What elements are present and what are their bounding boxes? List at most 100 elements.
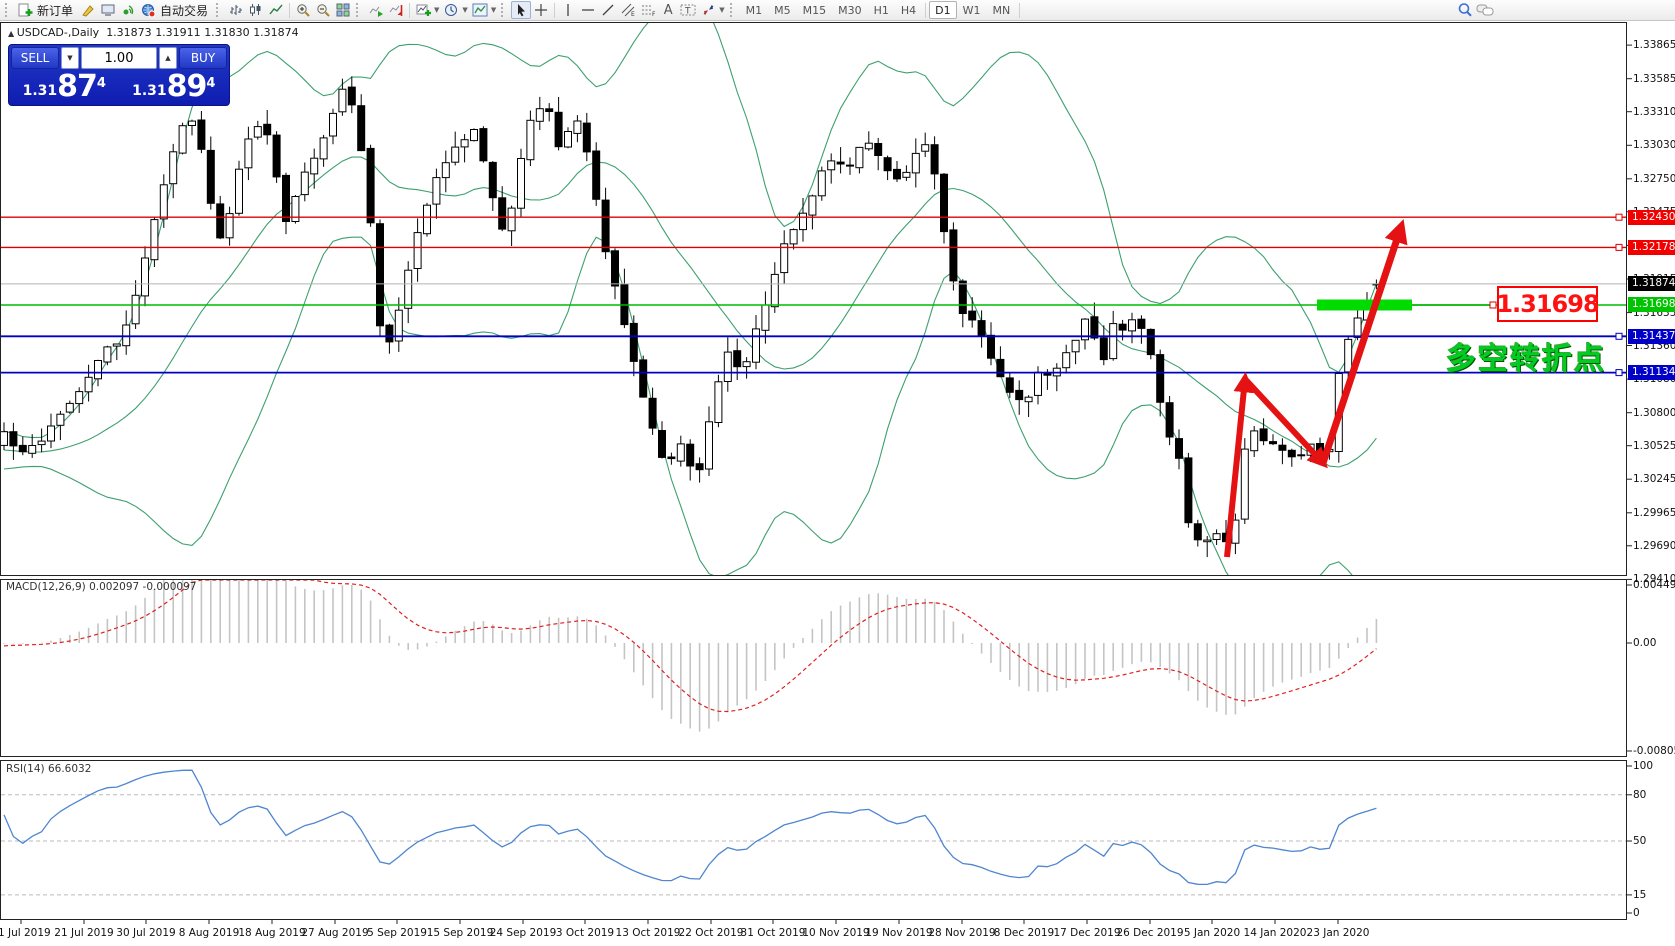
- timeframe-M5[interactable]: M5: [774, 3, 791, 17]
- chevron-down-icon[interactable]: ▼: [490, 6, 497, 14]
- timeframe-W1[interactable]: W1: [962, 3, 981, 17]
- date-axis-label[interactable]: 5 Sep 2019: [367, 927, 427, 939]
- trend-arrows[interactable]: [1224, 219, 1408, 558]
- date-axis-label[interactable]: 27 Aug 2019: [301, 927, 369, 939]
- bar-chart-icon[interactable]: [226, 1, 246, 19]
- sell-price-pip: 4: [96, 76, 106, 91]
- date-axis-label[interactable]: 23 Jan 2020: [1306, 927, 1370, 939]
- timeframe-MN[interactable]: MN: [992, 3, 1011, 17]
- rsi-axis-tick: 80: [1633, 789, 1647, 801]
- timeframe-D1[interactable]: D1: [929, 1, 957, 19]
- vertical-line-icon[interactable]: [558, 1, 578, 19]
- cursor-icon[interactable]: [511, 1, 532, 19]
- arrows-icon[interactable]: [698, 1, 718, 19]
- chevron-down-icon[interactable]: ▼: [434, 6, 440, 14]
- chat-icon[interactable]: [1475, 1, 1495, 19]
- date-axis-label[interactable]: 15 Sep 2019: [426, 927, 494, 939]
- volume-down-button[interactable]: ▼: [61, 47, 79, 69]
- new-order-icon[interactable]: [15, 1, 35, 19]
- rsi-pane-label: RSI(14) 66.6032: [6, 763, 92, 775]
- date-axis-label[interactable]: 18 Aug 2019: [238, 927, 306, 939]
- timeframe-M1[interactable]: M1: [745, 3, 763, 17]
- buy-price[interactable]: 1.31 89 4: [121, 69, 228, 103]
- new-chart-icon[interactable]: [413, 1, 433, 19]
- axis-tick-marks: [20, 44, 1632, 924]
- new-order-label[interactable]: 新订单: [37, 3, 74, 18]
- period-clock-icon[interactable]: [441, 1, 461, 19]
- date-axis-label[interactable]: 14 Jan 2020: [1243, 927, 1307, 939]
- collapse-arrow-icon[interactable]: ▲: [8, 29, 17, 38]
- price-tag-1.32430[interactable]: 1.32430: [1628, 210, 1675, 225]
- timeframe-M15[interactable]: M15: [802, 3, 827, 17]
- date-axis-label[interactable]: 8 Dec 2019: [993, 927, 1055, 939]
- tile-windows-icon[interactable]: [333, 1, 353, 19]
- date-axis-label[interactable]: 10 Nov 2019: [802, 927, 870, 939]
- price-tag-1.32178[interactable]: 1.32178: [1628, 240, 1675, 255]
- trend-arrow-2[interactable]: [1242, 376, 1328, 469]
- date-axis-label[interactable]: 13 Oct 2019: [615, 927, 681, 939]
- date-axis-label[interactable]: 8 Aug 2019: [178, 927, 240, 939]
- buy-button[interactable]: BUY: [179, 47, 227, 69]
- candlestick-icon[interactable]: [246, 1, 266, 19]
- terminal-icon[interactable]: [98, 1, 118, 19]
- date-axis-label[interactable]: 24 Sep 2019: [489, 927, 557, 939]
- indicators-icon[interactable]: [470, 1, 490, 19]
- horizontal-level-lines[interactable]: [1, 213, 1626, 377]
- price-tag-1.31698[interactable]: 1.31698: [1628, 297, 1675, 312]
- price-tag-1.31437[interactable]: 1.31437: [1628, 329, 1675, 344]
- trend-arrow-3[interactable]: [1319, 219, 1408, 465]
- trendline-icon[interactable]: [598, 1, 618, 19]
- wand-icon[interactable]: [78, 1, 98, 19]
- fibonacci-icon[interactable]: F: [638, 1, 658, 19]
- text-label-icon[interactable]: T: [678, 1, 698, 19]
- zoom-out-icon[interactable]: [313, 1, 333, 19]
- date-axis-label[interactable]: 11 Jul 2019: [0, 927, 51, 939]
- timeframe-M30[interactable]: M30: [838, 3, 862, 17]
- timeframe-H4[interactable]: H4: [900, 3, 917, 17]
- line-handle[interactable]: [1615, 243, 1623, 251]
- pivot-highlight-bar[interactable]: [1317, 299, 1497, 311]
- text-icon[interactable]: A: [663, 2, 673, 18]
- chart-shift-icon[interactable]: [386, 1, 406, 19]
- horizontal-line-icon[interactable]: [578, 1, 598, 19]
- zoom-in-icon[interactable]: [293, 1, 313, 19]
- price-tag-1.31134[interactable]: 1.31134: [1628, 365, 1675, 380]
- price-axis-tick: 1.33585: [1633, 73, 1675, 85]
- chevron-down-icon[interactable]: ▼: [462, 6, 468, 14]
- rsi-line: [3, 769, 1377, 886]
- date-axis-label[interactable]: 5 Jan 2020: [1183, 927, 1241, 939]
- volume-input[interactable]: [81, 47, 157, 69]
- search-icon[interactable]: [1455, 1, 1475, 19]
- trend-arrow-1[interactable]: [1224, 371, 1254, 558]
- sell-price[interactable]: 1.31 87 4: [11, 69, 118, 103]
- auto-trading-label[interactable]: 自动交易: [160, 3, 209, 18]
- pivot-annotation-text[interactable]: 多空转折点: [1446, 342, 1606, 377]
- price-tag-1.31874[interactable]: 1.31874: [1628, 276, 1675, 291]
- date-axis-label[interactable]: 21 Jul 2019: [54, 927, 114, 939]
- crosshair-icon[interactable]: [531, 1, 551, 19]
- pivot-price-label[interactable]: 1.31698: [1496, 286, 1600, 322]
- date-axis-label[interactable]: 19 Nov 2019: [865, 927, 933, 939]
- timeframe-H1[interactable]: H1: [873, 3, 889, 17]
- date-axis-label[interactable]: 26 Dec 2019: [1116, 927, 1184, 939]
- volume-up-button[interactable]: ▲: [159, 47, 177, 69]
- date-axis-label[interactable]: 30 Jul 2019: [116, 927, 176, 939]
- line-handle[interactable]: [1615, 213, 1623, 221]
- line-chart-icon[interactable]: [266, 1, 286, 19]
- chevron-down-icon[interactable]: ▼: [719, 6, 725, 14]
- sell-button[interactable]: SELL: [11, 47, 59, 69]
- date-axis-label[interactable]: 22 Oct 2019: [678, 927, 744, 939]
- line-handle[interactable]: [1615, 332, 1623, 340]
- date-axis-label[interactable]: 31 Oct 2019: [740, 927, 806, 939]
- line-handle[interactable]: [1615, 369, 1623, 377]
- auto-scroll-icon[interactable]: [366, 1, 386, 19]
- signal-icon[interactable]: [118, 1, 138, 19]
- date-axis-label[interactable]: 28 Nov 2019: [928, 927, 996, 939]
- label-anchor-handle[interactable]: [1489, 301, 1497, 309]
- date-axis-label[interactable]: 3 Oct 2019: [555, 927, 615, 939]
- autotrade-globe-icon[interactable]: [138, 1, 158, 19]
- date-axis-label[interactable]: 17 Dec 2019: [1053, 927, 1121, 939]
- channel-icon[interactable]: E: [618, 1, 638, 19]
